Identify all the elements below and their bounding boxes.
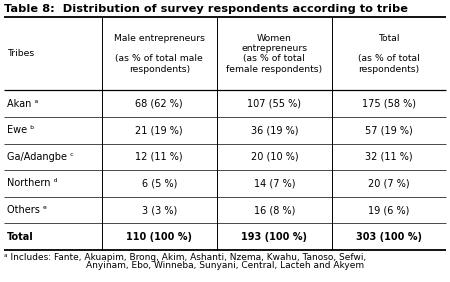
Text: Total: Total	[7, 232, 34, 242]
Text: 3 (3 %): 3 (3 %)	[142, 205, 177, 215]
Text: Women
entrepreneurs
(as % of total
female respondents): Women entrepreneurs (as % of total femal…	[226, 34, 322, 74]
Text: Northern ᵈ: Northern ᵈ	[7, 179, 58, 188]
Text: 175 (58 %): 175 (58 %)	[362, 99, 416, 109]
Text: Tribes: Tribes	[7, 49, 34, 58]
Text: 303 (100 %): 303 (100 %)	[356, 232, 422, 242]
Text: Ga/Adangbe ᶜ: Ga/Adangbe ᶜ	[7, 152, 74, 162]
Text: Total

(as % of total
respondents): Total (as % of total respondents)	[358, 34, 420, 74]
Text: 68 (62 %): 68 (62 %)	[135, 99, 183, 109]
Text: Akan ᵃ: Akan ᵃ	[7, 99, 38, 109]
Text: 20 (10 %): 20 (10 %)	[251, 152, 298, 162]
Text: 32 (11 %): 32 (11 %)	[365, 152, 413, 162]
Text: 14 (7 %): 14 (7 %)	[254, 179, 295, 188]
Text: Anyinam, Ebo, Winneba, Sunyani, Central, Lacteh and Akyem: Anyinam, Ebo, Winneba, Sunyani, Central,…	[86, 261, 364, 270]
Text: ᵃ Includes: Fante, Akuapim, Brong, Akim, Ashanti, Nzema, Kwahu, Tanoso, Sefwi,: ᵃ Includes: Fante, Akuapim, Brong, Akim,…	[4, 253, 366, 262]
Text: 6 (5 %): 6 (5 %)	[142, 179, 177, 188]
Text: 110 (100 %): 110 (100 %)	[126, 232, 192, 242]
Text: 19 (6 %): 19 (6 %)	[368, 205, 410, 215]
Text: 57 (19 %): 57 (19 %)	[365, 125, 413, 135]
Text: Male entrepreneurs

(as % of total male
respondents): Male entrepreneurs (as % of total male r…	[114, 34, 205, 74]
Text: 16 (8 %): 16 (8 %)	[254, 205, 295, 215]
Text: 107 (55 %): 107 (55 %)	[248, 99, 302, 109]
Text: 36 (19 %): 36 (19 %)	[251, 125, 298, 135]
Text: Table 8:  Distribution of survey respondents according to tribe: Table 8: Distribution of survey responde…	[4, 4, 408, 14]
Text: 21 (19 %): 21 (19 %)	[135, 125, 183, 135]
Text: Others ᵉ: Others ᵉ	[7, 205, 47, 215]
Text: Ewe ᵇ: Ewe ᵇ	[7, 125, 34, 135]
Text: 12 (11 %): 12 (11 %)	[135, 152, 183, 162]
Text: 193 (100 %): 193 (100 %)	[241, 232, 307, 242]
Text: 20 (7 %): 20 (7 %)	[368, 179, 410, 188]
